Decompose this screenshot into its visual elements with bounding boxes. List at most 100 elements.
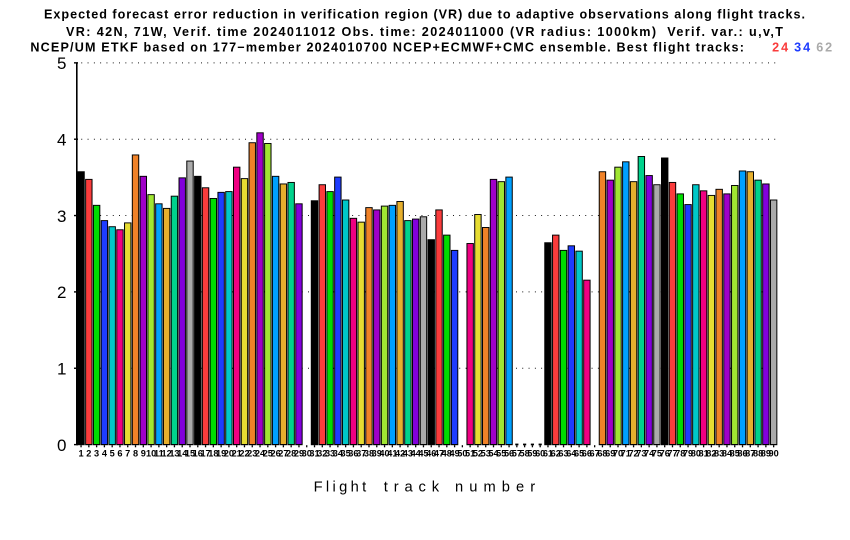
svg-text:24: 24 [772, 40, 788, 54]
svg-text:26: 26 [270, 449, 280, 459]
svg-text:1: 1 [57, 359, 66, 378]
svg-text:35: 35 [341, 449, 351, 459]
svg-text:41: 41 [387, 449, 397, 459]
svg-text:Expected forecast error reduct: Expected forecast error reduction in ver… [44, 7, 805, 21]
svg-text:73: 73 [636, 449, 646, 459]
svg-text:30: 30 [302, 449, 312, 459]
svg-text:90: 90 [769, 449, 779, 459]
svg-text:83: 83 [714, 449, 724, 459]
svg-text:66: 66 [582, 449, 592, 459]
svg-text:23: 23 [247, 449, 257, 459]
svg-text:number: number [455, 480, 535, 496]
svg-text:28: 28 [286, 449, 296, 459]
svg-text:57: 57 [512, 449, 522, 459]
svg-text:46: 46 [426, 449, 436, 459]
svg-text:44: 44 [411, 449, 422, 459]
svg-text:18: 18 [208, 449, 218, 459]
svg-text:86: 86 [737, 449, 747, 459]
svg-text:38: 38 [364, 449, 374, 459]
svg-text:56: 56 [504, 449, 514, 459]
svg-text:51: 51 [465, 449, 475, 459]
svg-text:5: 5 [110, 449, 115, 459]
svg-text:Flight: Flight [314, 480, 367, 496]
svg-text:2: 2 [57, 283, 66, 302]
svg-text:77: 77 [667, 449, 677, 459]
svg-text:39: 39 [372, 449, 382, 459]
svg-text:6: 6 [117, 449, 122, 459]
svg-text:21: 21 [232, 449, 242, 459]
svg-text:1: 1 [78, 449, 83, 459]
svg-text:69: 69 [605, 449, 615, 459]
svg-text:2: 2 [86, 449, 91, 459]
svg-text:78: 78 [675, 449, 685, 459]
svg-text:22: 22 [239, 449, 249, 459]
svg-text:32: 32 [317, 449, 327, 459]
svg-text:4: 4 [102, 449, 108, 459]
svg-text:87: 87 [745, 449, 755, 459]
svg-text:75: 75 [652, 449, 662, 459]
svg-text:3: 3 [57, 207, 66, 226]
svg-text:19: 19 [216, 449, 226, 459]
svg-text:55: 55 [496, 449, 506, 459]
svg-text:71: 71 [621, 449, 631, 459]
svg-text:15: 15 [185, 449, 195, 459]
svg-text:33: 33 [325, 449, 335, 459]
svg-text:10: 10 [146, 449, 156, 459]
svg-text:24: 24 [255, 449, 266, 459]
svg-text:76: 76 [660, 449, 670, 459]
svg-text:60: 60 [535, 449, 545, 459]
svg-text:62: 62 [551, 449, 561, 459]
svg-text:27: 27 [278, 449, 288, 459]
svg-text:47: 47 [434, 449, 444, 459]
svg-text:64: 64 [566, 449, 577, 459]
svg-text:40: 40 [379, 449, 389, 459]
svg-text:68: 68 [597, 449, 607, 459]
svg-text:85: 85 [730, 449, 740, 459]
svg-text:31: 31 [309, 449, 319, 459]
svg-text:9: 9 [141, 449, 146, 459]
svg-text:58: 58 [520, 449, 530, 459]
svg-text:48: 48 [442, 449, 452, 459]
svg-text:36: 36 [348, 449, 358, 459]
svg-text:14: 14 [177, 449, 188, 459]
svg-text:49: 49 [449, 449, 459, 459]
svg-text:80: 80 [691, 449, 701, 459]
svg-text:62: 62 [816, 40, 832, 54]
svg-text:45: 45 [418, 449, 428, 459]
svg-text:67: 67 [590, 449, 600, 459]
svg-text:53: 53 [481, 449, 491, 459]
svg-text:34: 34 [333, 449, 344, 459]
svg-text:84: 84 [722, 449, 733, 459]
svg-text:VR: 42N, 71W, Verif. time 2024: VR: 42N, 71W, Verif. time 2024011012 Obs… [66, 25, 783, 39]
svg-text:88: 88 [753, 449, 763, 459]
svg-text:89: 89 [761, 449, 771, 459]
svg-text:25: 25 [263, 449, 273, 459]
svg-text:8: 8 [133, 449, 138, 459]
svg-text:37: 37 [356, 449, 366, 459]
svg-text:50: 50 [457, 449, 467, 459]
svg-text:81: 81 [698, 449, 708, 459]
svg-text:3: 3 [94, 449, 99, 459]
svg-text:track: track [384, 480, 440, 496]
svg-text:13: 13 [169, 449, 179, 459]
svg-text:72: 72 [628, 449, 638, 459]
svg-text:20: 20 [224, 449, 234, 459]
svg-text:12: 12 [162, 449, 172, 459]
svg-text:59: 59 [527, 449, 537, 459]
svg-text:52: 52 [473, 449, 483, 459]
svg-text:16: 16 [193, 449, 203, 459]
svg-text:29: 29 [294, 449, 304, 459]
svg-text:43: 43 [403, 449, 413, 459]
svg-text:7: 7 [125, 449, 130, 459]
svg-text:0: 0 [57, 436, 66, 455]
svg-text:61: 61 [543, 449, 553, 459]
svg-text:34: 34 [794, 40, 810, 54]
svg-text:5: 5 [57, 54, 66, 73]
svg-text:65: 65 [574, 449, 584, 459]
svg-text:54: 54 [488, 449, 499, 459]
svg-text:82: 82 [706, 449, 716, 459]
svg-text:4: 4 [57, 130, 66, 149]
svg-text:42: 42 [395, 449, 405, 459]
svg-text:17: 17 [200, 449, 210, 459]
svg-text:70: 70 [613, 449, 623, 459]
